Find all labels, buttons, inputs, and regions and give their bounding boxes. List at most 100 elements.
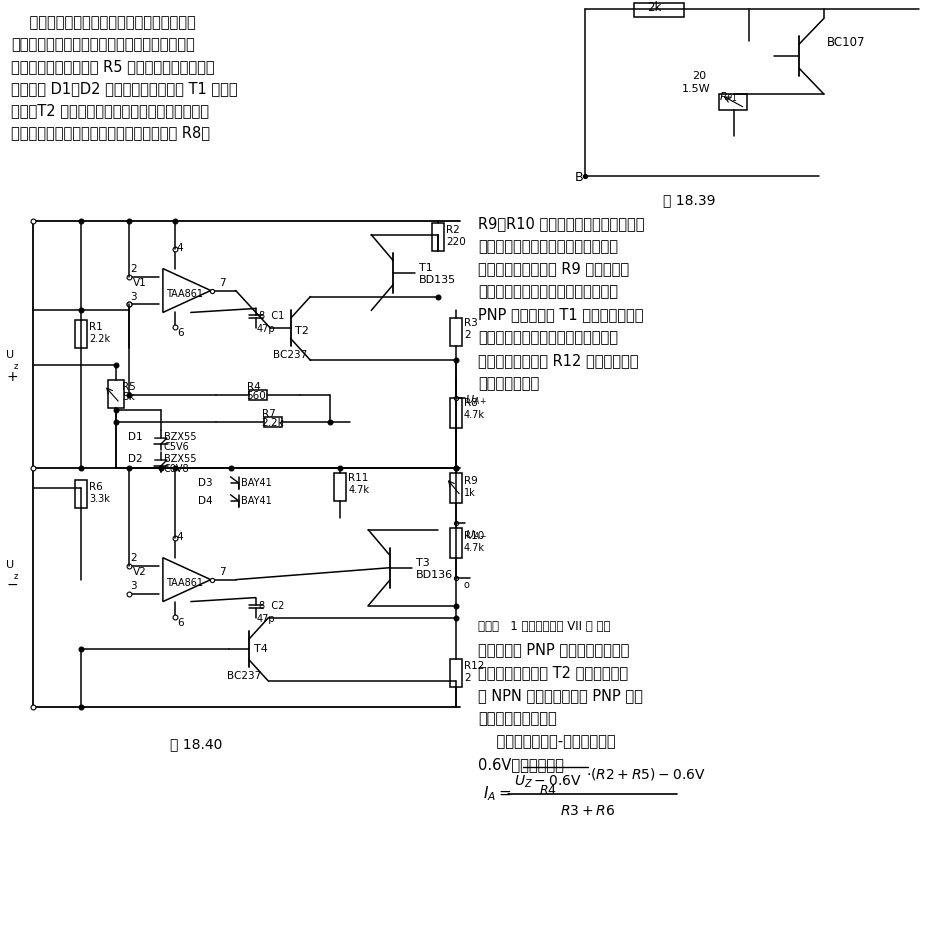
Text: 器调节回路由电位器 R9 滑动触点调: 器调节回路由电位器 R9 滑动触点调: [477, 262, 629, 277]
Text: z: z: [13, 571, 18, 581]
Text: 2: 2: [464, 673, 470, 683]
Text: 20: 20: [692, 71, 705, 81]
Text: R11: R11: [348, 473, 368, 483]
Text: 向改变，则晶体管 T2 的集电极电流: 向改变，则晶体管 T2 的集电极电流: [477, 666, 628, 681]
Text: 图 18.40: 图 18.40: [170, 737, 222, 751]
Text: 2.2k: 2.2k: [89, 334, 110, 344]
Text: 8  C1: 8 C1: [259, 311, 284, 321]
Text: 3.3k: 3.3k: [89, 494, 110, 504]
Text: T1: T1: [419, 263, 432, 272]
Text: U: U: [6, 559, 15, 569]
Bar: [432, 223, 444, 251]
Text: 7: 7: [219, 278, 225, 288]
Text: 6: 6: [177, 618, 184, 628]
Bar: [450, 528, 462, 557]
Text: 5k: 5k: [121, 393, 134, 402]
Text: V1: V1: [133, 278, 146, 288]
Text: 2k: 2k: [647, 1, 661, 15]
Bar: [450, 319, 462, 346]
Text: +: +: [6, 370, 18, 384]
Text: BC237: BC237: [273, 350, 307, 360]
Text: D4: D4: [198, 496, 212, 506]
Text: $U_{A-}$: $U_{A-}$: [464, 528, 487, 542]
Text: 同 NPN 管集电极电阻与 PNP 管射: 同 NPN 管集电极电阻与 PNP 管射: [477, 688, 642, 704]
Text: 220: 220: [446, 237, 465, 246]
Text: 图中电路两种电压可以用一个调节器同步调: 图中电路两种电压可以用一个调节器同步调: [11, 16, 196, 31]
Text: BZX55: BZX55: [164, 432, 197, 442]
Text: 如令硅晶体管基-射极间电压为: 如令硅晶体管基-射极间电压为: [477, 734, 615, 749]
Text: R7: R7: [261, 409, 275, 419]
Text: −: −: [6, 578, 18, 592]
Text: $\cdot(R2+R5)-0.6\mathrm{V}$: $\cdot(R2+R5)-0.6\mathrm{V}$: [585, 766, 705, 782]
Text: 极电阻之比成比例。: 极电阻之比成比例。: [477, 711, 556, 726]
Text: 2.2k: 2.2k: [261, 419, 284, 428]
Text: 放级，T2 作为电流限制用。其下部以零电压为基: 放级，T2 作为电流限制用。其下部以零电压为基: [11, 103, 210, 119]
Text: 4: 4: [177, 532, 184, 542]
Text: C0V8: C0V8: [164, 464, 189, 474]
Text: D1: D1: [128, 432, 143, 442]
Text: 560: 560: [247, 391, 266, 401]
Text: 源输出端和负电源输出端。运算放大: 源输出端和负电源输出端。运算放大: [477, 239, 617, 254]
Text: 过集电极电流，则 R12 就可限制电流: 过集电极电流，则 R12 就可限制电流: [477, 354, 638, 369]
Text: R4: R4: [247, 382, 260, 393]
Bar: [334, 473, 346, 501]
Text: R6: R6: [89, 482, 103, 492]
Bar: [450, 659, 462, 687]
Text: R12: R12: [464, 661, 484, 671]
Text: 节并且电压偏差也很小。其上部与一般电路没有: 节并且电压偏差也很小。其上部与一般电路没有: [11, 37, 195, 52]
Text: 4: 4: [177, 243, 184, 253]
Text: BAY41: BAY41: [240, 496, 271, 506]
Bar: [248, 390, 266, 400]
Text: D2: D2: [128, 454, 143, 464]
Text: TAA861: TAA861: [166, 578, 203, 588]
Text: R8: R8: [464, 398, 477, 408]
Text: $U_Z-0.6\mathrm{V}$: $U_Z-0.6\mathrm{V}$: [514, 774, 581, 791]
Text: BD135: BD135: [419, 275, 456, 284]
Text: PNP 管。晶体管 T1 经过辅助接线接: PNP 管。晶体管 T1 经过辅助接线接: [477, 307, 642, 322]
Bar: [108, 381, 124, 408]
Bar: [634, 4, 683, 18]
Text: V2: V2: [133, 567, 146, 577]
Text: BC237: BC237: [226, 671, 260, 682]
Text: $U_{A+}$: $U_{A+}$: [464, 394, 487, 407]
Text: B: B: [574, 171, 583, 184]
Text: 2: 2: [130, 553, 136, 563]
Text: 4.7k: 4.7k: [348, 485, 369, 494]
Text: BZX55: BZX55: [164, 454, 197, 464]
Text: U: U: [6, 350, 15, 360]
Text: T4: T4: [253, 644, 267, 655]
Text: 4.7k: 4.7k: [464, 410, 485, 420]
Text: 准电压。给定电压与实际电压通过分压电路 R8、: 准电压。给定电压与实际电压通过分压电路 R8、: [11, 125, 210, 140]
Text: 6: 6: [177, 329, 184, 338]
Text: 4.7k: 4.7k: [464, 543, 485, 553]
Text: 节到参考电位即零电位，功放级采用: 节到参考电位即零电位，功放级采用: [477, 284, 617, 299]
Text: R1: R1: [89, 322, 103, 332]
Text: 1k: 1k: [464, 488, 476, 498]
Text: C5V6: C5V6: [164, 442, 189, 452]
Text: 47p: 47p: [257, 614, 275, 623]
Text: 2: 2: [130, 264, 136, 273]
Bar: [450, 398, 462, 428]
Bar: [718, 94, 746, 110]
Text: BC107: BC107: [826, 36, 865, 49]
Text: 47p: 47p: [257, 324, 275, 334]
Text: o: o: [463, 580, 468, 590]
Text: R3: R3: [464, 319, 477, 329]
Text: BAY41: BAY41: [240, 478, 271, 488]
Text: BD136: BD136: [415, 569, 452, 580]
Text: T2: T2: [294, 326, 308, 336]
Text: 不超过允许值。: 不超过允许值。: [477, 376, 539, 392]
Text: D3: D3: [198, 478, 212, 488]
Text: 7: 7: [219, 567, 225, 577]
Text: R9: R9: [464, 476, 477, 486]
Text: 8  C2: 8 C2: [259, 601, 284, 610]
Text: $R_{P1}$: $R_{P1}$: [718, 90, 737, 104]
Text: 2: 2: [464, 331, 470, 341]
Text: 1.5W: 1.5W: [680, 84, 709, 94]
Text: 图 18.39: 图 18.39: [663, 193, 715, 206]
Text: 0.6V，则输出电流: 0.6V，则输出电流: [477, 757, 564, 772]
Text: R10: R10: [464, 531, 484, 541]
Text: $I_A=$: $I_A=$: [482, 784, 511, 804]
Bar: [75, 480, 87, 507]
Bar: [75, 320, 87, 348]
